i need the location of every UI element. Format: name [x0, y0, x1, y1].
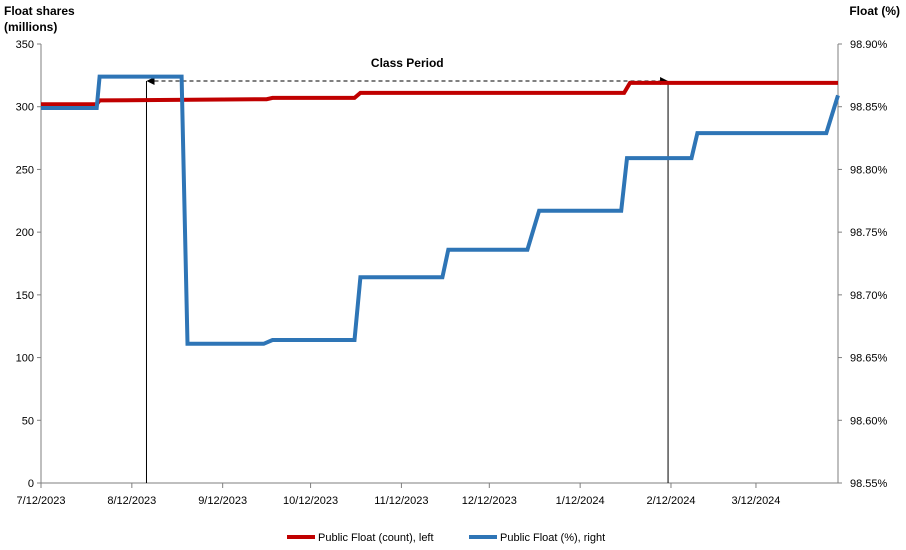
right-axis-ticks: 98.55% 98.60% 98.65% 98.70% 98.75% 98.80% 98.8…	[838, 39, 888, 490]
x-tick-label: 12/12/2023	[462, 495, 517, 507]
x-tick-label: 10/12/2023	[283, 495, 338, 507]
x-tick-label: 2/12/2024	[647, 495, 696, 507]
axes	[40, 44, 839, 484]
left-tick-label: 300	[16, 102, 34, 114]
public-float-count-line	[41, 80, 838, 107]
legend: Public Float (count), left Public Float (…	[287, 532, 605, 544]
left-axis-ticks: 0 50 100 150 200 250 300 350	[16, 39, 41, 490]
left-tick-label: 350	[16, 39, 34, 51]
left-tick-label: 0	[28, 478, 34, 490]
left-tick-label: 50	[22, 415, 34, 427]
legend-item-percent-label: Public Float (%), right	[500, 532, 605, 544]
x-tick-label: 8/12/2023	[107, 495, 156, 507]
right-axis-title: Float (%)	[849, 4, 900, 18]
class-period-label: Class Period	[371, 56, 444, 70]
right-tick-label: 98.70%	[850, 290, 888, 302]
x-axis-ticks: 7/12/2023 8/12/2023 9/12/2023 10/12/2023 11/…	[17, 483, 780, 507]
right-tick-label: 98.55%	[850, 478, 888, 490]
x-tick-label: 3/12/2024	[731, 495, 780, 507]
left-tick-label: 100	[16, 353, 34, 365]
left-axis-title-line2: (millions)	[4, 20, 57, 34]
left-axis-title-line1: Float shares	[4, 4, 75, 18]
right-tick-label: 98.65%	[850, 353, 888, 365]
x-tick-label: 7/12/2023	[17, 495, 66, 507]
x-tick-label: 9/12/2023	[198, 495, 247, 507]
series-lines	[41, 74, 840, 346]
class-period-annotation: Class Period	[145, 56, 669, 483]
x-tick-label: 1/12/2024	[556, 495, 605, 507]
right-tick-label: 98.90%	[850, 39, 888, 51]
left-tick-label: 250	[16, 164, 34, 176]
right-tick-label: 98.80%	[850, 164, 888, 176]
public-float-percent-line	[41, 74, 840, 346]
legend-item-count-label: Public Float (count), left	[318, 532, 434, 544]
x-tick-label: 11/12/2023	[374, 495, 428, 507]
right-tick-label: 98.75%	[850, 227, 888, 239]
left-tick-label: 200	[16, 227, 34, 239]
right-tick-label: 98.60%	[850, 415, 888, 427]
right-tick-label: 98.85%	[850, 102, 888, 114]
left-tick-label: 150	[16, 290, 34, 302]
